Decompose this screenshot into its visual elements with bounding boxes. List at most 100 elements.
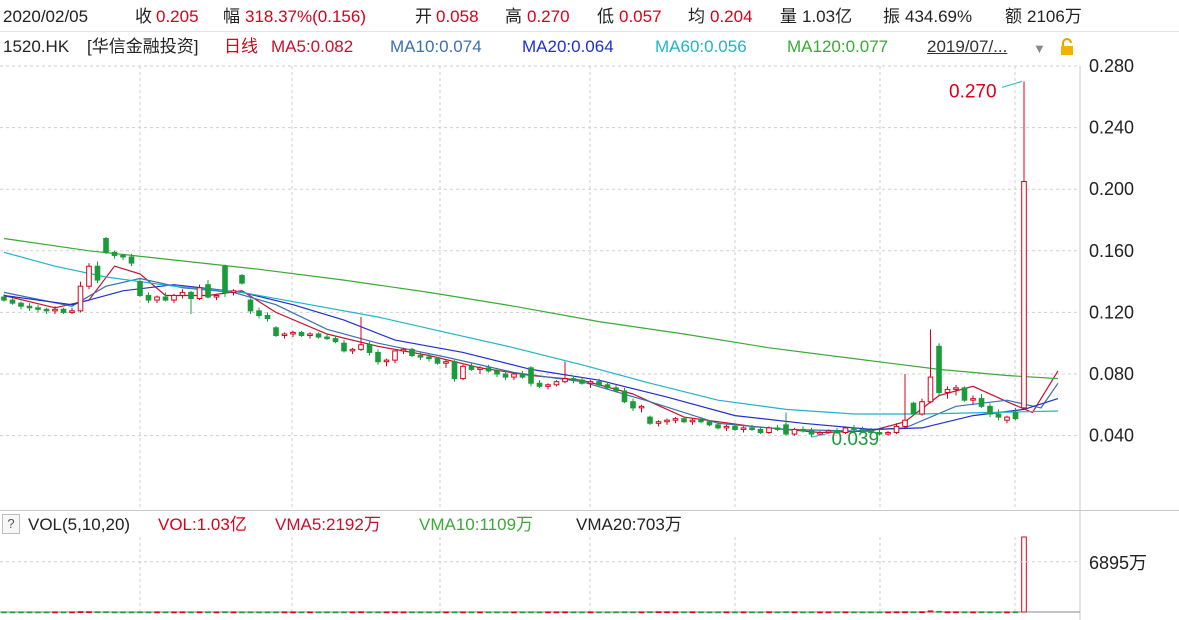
candlesticks (1, 81, 1027, 438)
y-tick-label: 0.120 (1089, 302, 1134, 322)
volume-bar (723, 611, 730, 614)
candle-body (876, 432, 883, 435)
volume-bar (570, 611, 577, 614)
vma20-legend: VMA20:703万 (576, 515, 682, 534)
y-tick-label: 0.280 (1089, 56, 1134, 76)
volume-bar (341, 611, 347, 614)
candle-body (69, 310, 75, 313)
candle-body (655, 421, 662, 424)
volume-bar (485, 611, 492, 614)
volume-bar (664, 611, 670, 614)
candle-body (222, 265, 228, 293)
candle-body (672, 418, 679, 421)
volume-bar (460, 611, 466, 614)
volume-bar (315, 611, 322, 614)
candle-body (987, 405, 993, 415)
volume-bar (851, 611, 857, 614)
candle-body (162, 296, 169, 301)
candle-body (536, 382, 543, 387)
low-value: 0.057 (619, 7, 662, 26)
candle-body (273, 327, 279, 336)
candle-body (154, 296, 160, 301)
volume-bar (1012, 611, 1019, 614)
candle-body (766, 427, 772, 434)
volume-bar (953, 611, 959, 614)
candle-body (613, 387, 619, 392)
volume-bar (995, 611, 1002, 614)
close-value: 0.205 (156, 7, 199, 26)
triangle-down-icon[interactable]: ▼ (1033, 41, 1046, 56)
volume-bar (256, 611, 262, 614)
candle-body (978, 398, 985, 407)
candle-body (400, 348, 407, 352)
candle-body (723, 425, 730, 429)
candle-body (919, 401, 925, 415)
candle-body (910, 402, 917, 415)
candle-body (230, 290, 237, 293)
volume-bar (859, 611, 866, 614)
y-tick-label: 0.240 (1089, 118, 1134, 138)
volume-bar (579, 611, 585, 614)
candle-body (298, 331, 305, 337)
volume-bar (222, 611, 228, 614)
moving-average-lines (3, 237, 1059, 434)
volume-bar (52, 611, 58, 614)
volume-bar (154, 611, 160, 614)
candle-body (94, 265, 101, 281)
candle-body (451, 361, 458, 380)
period-label[interactable]: 日线 (224, 37, 258, 56)
volume-bar (137, 611, 143, 614)
volume-bar (366, 611, 373, 614)
candle-body (281, 333, 288, 336)
help-button[interactable]: ? (2, 514, 20, 534)
volume-bar (791, 611, 798, 614)
candle-body (18, 302, 24, 307)
lock-icon[interactable] (1059, 38, 1075, 56)
candle-body (290, 331, 296, 335)
candle-body (715, 424, 721, 429)
volume-bar (358, 611, 364, 614)
volume-bar (808, 611, 815, 614)
volume-bar (281, 611, 288, 614)
volume-bar (239, 611, 245, 614)
volume-bar (706, 611, 713, 614)
volume-bar (349, 611, 356, 614)
open-label: 开 (415, 7, 432, 26)
candle-body (264, 314, 271, 320)
candle-body (426, 356, 432, 360)
candle-body (689, 419, 696, 423)
candle-body (893, 425, 900, 434)
candle-body (477, 367, 483, 370)
volume-bar (647, 611, 653, 614)
volume-bar (893, 611, 900, 614)
volume-bar (672, 611, 679, 614)
candle-body (817, 432, 823, 435)
candle-body (587, 381, 594, 384)
volume-bar (417, 611, 424, 614)
volume-bar (545, 611, 551, 614)
amount-label: 额 (1005, 7, 1022, 26)
volume-bar (961, 611, 968, 614)
volume-bar (970, 611, 976, 614)
volume-bar (443, 611, 449, 614)
candle-body (332, 338, 339, 343)
volume-bar (621, 611, 628, 614)
volume-bar (944, 611, 951, 614)
volume-bar (18, 611, 24, 614)
volume-bar (400, 611, 407, 614)
candle-body (324, 336, 330, 340)
candle-body (902, 419, 908, 427)
candle-body (749, 427, 755, 430)
volume-bar (69, 611, 75, 614)
y-tick-label: 0.040 (1089, 426, 1134, 446)
candle-body (392, 350, 398, 361)
candle-body (885, 432, 891, 435)
ma60-legend: MA60:0.056 (655, 37, 747, 56)
low-annotation: 0.039 (832, 429, 880, 450)
volume-legend-bar: VOL(5,10,20) VOL:1.03亿 VMA5:2192万 VMA10:… (0, 511, 1179, 537)
volume-bar (477, 611, 483, 614)
candle-body (511, 373, 517, 378)
date-range-selector[interactable]: 2019/07/... (927, 37, 1008, 56)
volume-bar (919, 611, 925, 614)
volume-value: 1.03亿 (802, 7, 853, 26)
